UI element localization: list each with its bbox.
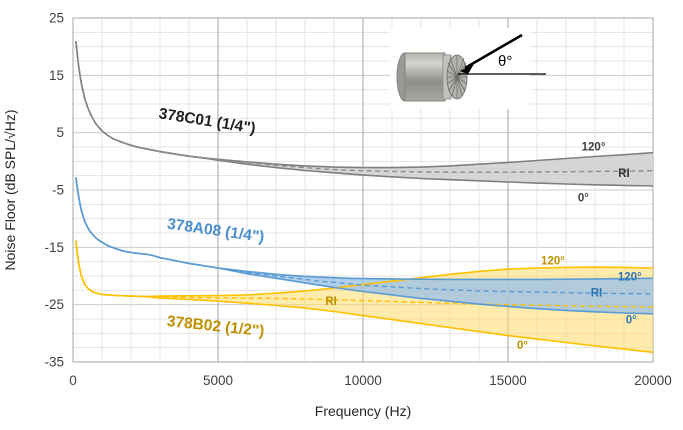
series-band-378C01 bbox=[75, 40, 653, 187]
y-axis-title: Noise Floor (dB SPL/√Hz) bbox=[2, 110, 18, 271]
y-axis-tick-labels: 25 15 5 -5 -15 -25 -35 bbox=[44, 11, 64, 370]
annotation-378A08-120deg: 120° bbox=[618, 272, 642, 284]
microphone-image bbox=[396, 52, 468, 102]
svg-text:5: 5 bbox=[56, 125, 64, 140]
svg-text:10000: 10000 bbox=[344, 373, 382, 388]
series-lines-378C01 bbox=[75, 40, 654, 187]
curve-ri-378A08 bbox=[75, 177, 654, 295]
annotation-378B02-120deg: 120° bbox=[541, 256, 565, 268]
series-label-378A08: 378A08 (1/4") bbox=[166, 216, 265, 246]
svg-text:-15: -15 bbox=[44, 240, 64, 255]
x-axis-title: Frequency (Hz) bbox=[315, 403, 411, 419]
annotation-378A08-0deg: 0° bbox=[626, 315, 637, 327]
svg-text:-25: -25 bbox=[44, 297, 64, 312]
svg-text:0: 0 bbox=[69, 373, 77, 388]
svg-text:5000: 5000 bbox=[203, 373, 233, 388]
series-label-378B02: 378B02 (1/2") bbox=[166, 313, 265, 340]
svg-text:15: 15 bbox=[49, 68, 64, 83]
grille-spokes bbox=[446, 56, 468, 98]
annotation-378C01-120deg: 120° bbox=[582, 141, 606, 153]
plot-border bbox=[72, 17, 654, 363]
annotation-378B02-RI: RI bbox=[325, 296, 337, 308]
svg-text:-35: -35 bbox=[44, 355, 64, 370]
annotation-378C01-RI: RI bbox=[618, 168, 630, 180]
annotation-378B02-0deg: 0° bbox=[517, 340, 528, 352]
svg-text:25: 25 bbox=[49, 11, 64, 26]
incidence-arrow bbox=[460, 33, 523, 74]
series-lines-378A08 bbox=[75, 177, 654, 315]
microphone-inset: θ° bbox=[390, 28, 546, 109]
svg-text:20000: 20000 bbox=[634, 373, 672, 388]
series-lines-378B02 bbox=[75, 240, 654, 354]
annotation-378C01-0deg: 0° bbox=[578, 192, 589, 204]
x-axis-tick-labels: 0 5000 10000 15000 20000 bbox=[69, 373, 672, 388]
curve-ri-378B02 bbox=[75, 240, 654, 308]
series-band-378B02 bbox=[75, 240, 653, 353]
svg-text:-5: -5 bbox=[52, 183, 64, 198]
annotation-378A08-RI: RI bbox=[591, 288, 603, 300]
svg-text:15000: 15000 bbox=[489, 373, 527, 388]
theta-angle-label: θ° bbox=[498, 53, 512, 70]
